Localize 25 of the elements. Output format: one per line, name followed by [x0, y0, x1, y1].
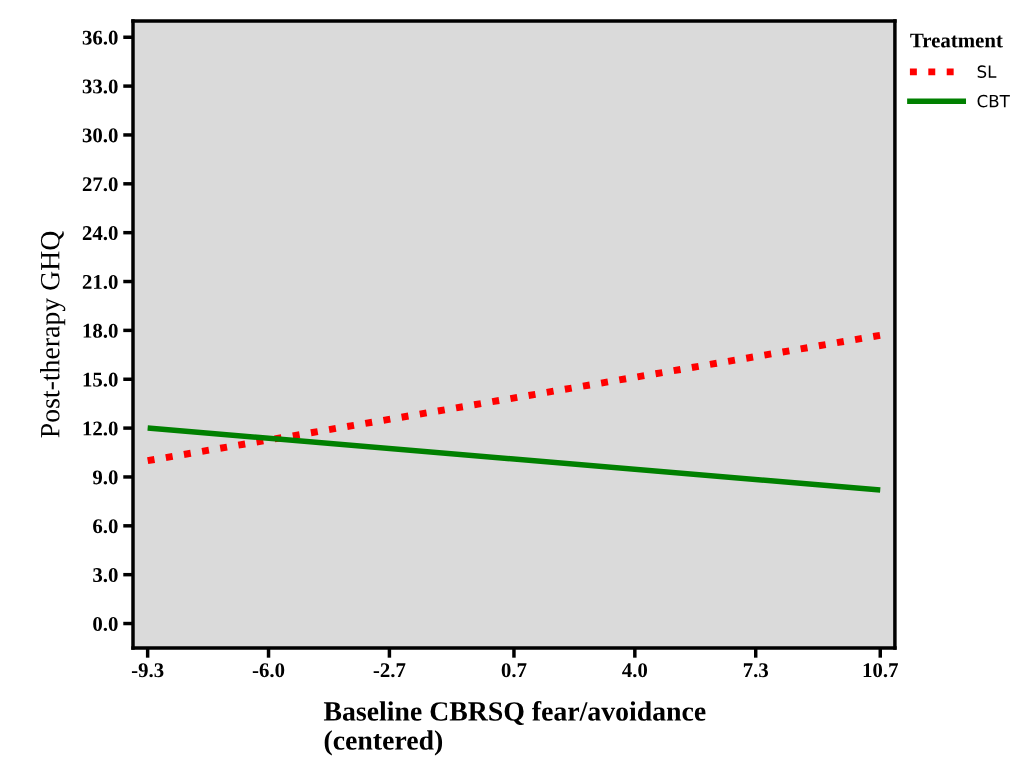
y-axis-title: Post-therapy GHQ — [40, 231, 66, 438]
y-tick-label: 3.0 — [93, 568, 118, 583]
y-tick-label: 6.0 — [93, 519, 118, 534]
x-axis-title: Baseline CBRSQ fear/avoidance (centered) — [323, 700, 706, 756]
x-tick-label: -9.3 — [131, 663, 164, 678]
x-tick-label: -6.0 — [252, 663, 285, 678]
y-tick-label: 30.0 — [82, 128, 118, 143]
y-tick-label: 18.0 — [83, 323, 118, 338]
x-tick-label: 7.3 — [743, 663, 769, 678]
x-tick-label: 10.7 — [863, 663, 898, 678]
legend-label: CBT — [977, 94, 1010, 108]
y-tick-label: 24.0 — [82, 226, 118, 241]
y-tick-label: 33.0 — [82, 79, 118, 94]
y-tick-label: 36.0 — [82, 30, 118, 45]
x-tick-label: 4.0 — [622, 663, 648, 678]
y-tick-label: 9.0 — [92, 470, 118, 485]
y-tick-label: 15.0 — [83, 372, 118, 387]
y-tick-label: 21.0 — [82, 274, 118, 290]
x-tick-label: 0.7 — [501, 663, 527, 678]
legend-title: Treatment — [910, 33, 1003, 48]
legend-label: SL — [977, 65, 997, 78]
x-tick-label: -2.7 — [373, 663, 406, 678]
y-tick-label: 27.0 — [82, 177, 118, 192]
y-tick-label: 12.0 — [83, 421, 118, 436]
y-tick-label: 0.0 — [93, 616, 118, 632]
